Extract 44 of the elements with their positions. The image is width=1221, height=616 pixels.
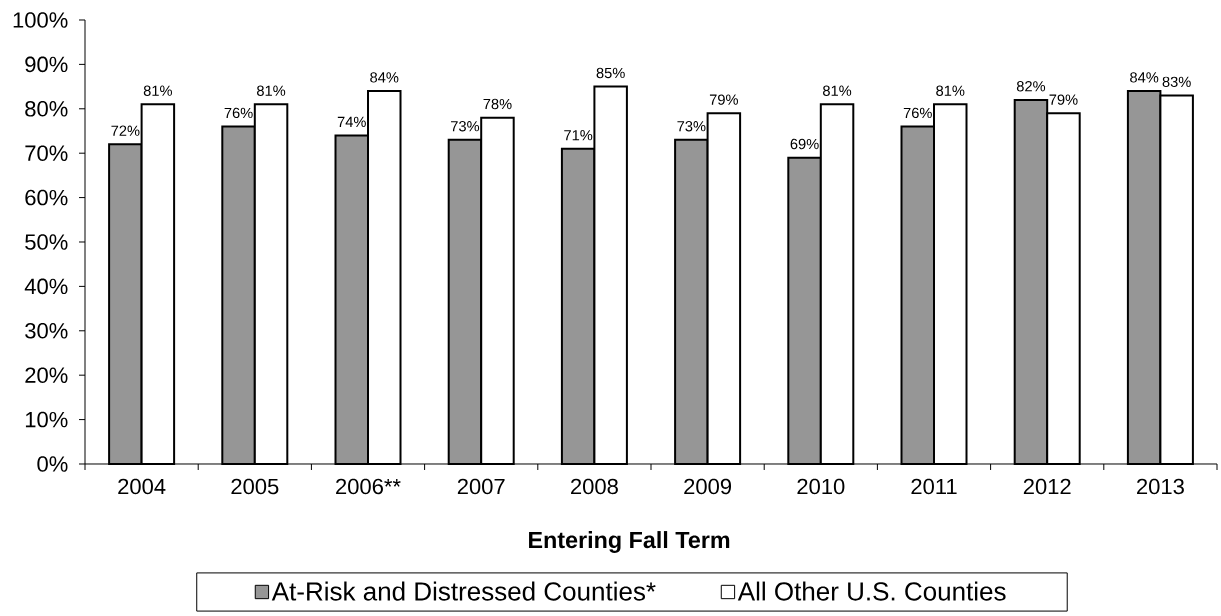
data-label: 74% [337, 116, 366, 127]
data-label: 79% [709, 94, 738, 105]
data-label: 73% [677, 121, 706, 132]
data-label: 73% [451, 121, 480, 132]
data-label: 84% [1130, 72, 1159, 83]
data-label: 81% [143, 85, 172, 96]
x-tick-label: 2010 [797, 478, 845, 495]
data-label: 71% [564, 130, 593, 141]
data-label: 78% [483, 98, 512, 110]
x-axis-title: Entering Fall Term [529, 531, 730, 553]
x-tick-label: 2008 [571, 478, 618, 495]
x-tick-label: 2004 [118, 478, 166, 495]
data-label: 81% [257, 85, 286, 96]
y-tick-label: 30% [25, 322, 68, 339]
y-tick-label: 0% [37, 456, 68, 472]
data-label: 76% [224, 107, 253, 119]
x-tick-label: 2006** [336, 478, 401, 495]
y-tick-label: 60% [25, 189, 68, 206]
data-label: 81% [936, 85, 965, 96]
data-label: 83% [1162, 76, 1191, 88]
data-label: 76% [903, 107, 932, 119]
y-tick-label: 50% [25, 234, 68, 250]
x-tick-label: 2011 [911, 478, 957, 495]
data-label: 72% [111, 125, 140, 136]
data-label: 79% [1049, 94, 1078, 105]
data-label: 85% [596, 67, 625, 79]
x-tick-label: 2007 [457, 478, 505, 495]
x-tick-label: 2013 [1137, 478, 1184, 495]
y-tick-label: 40% [24, 278, 68, 295]
legend-label: All Other U.S. Counties [737, 581, 1006, 601]
x-tick-label: 2009 [684, 478, 732, 495]
y-tick-label: 10% [25, 411, 68, 428]
y-tick-label: 100% [13, 12, 68, 28]
x-tick-label: 2012 [1023, 478, 1071, 495]
y-tick-label: 90% [25, 56, 68, 73]
x-tick-label: 2005 [231, 478, 279, 495]
y-tick-label: 20% [25, 367, 68, 383]
data-label: 82% [1016, 81, 1046, 92]
legend-label: At-Risk and Distressed Counties* [271, 581, 656, 601]
y-tick-label: 70% [25, 145, 68, 161]
data-label: 81% [823, 85, 852, 96]
data-label: 84% [370, 72, 399, 83]
data-label: 69% [790, 138, 819, 150]
y-tick-label: 80% [25, 100, 68, 117]
